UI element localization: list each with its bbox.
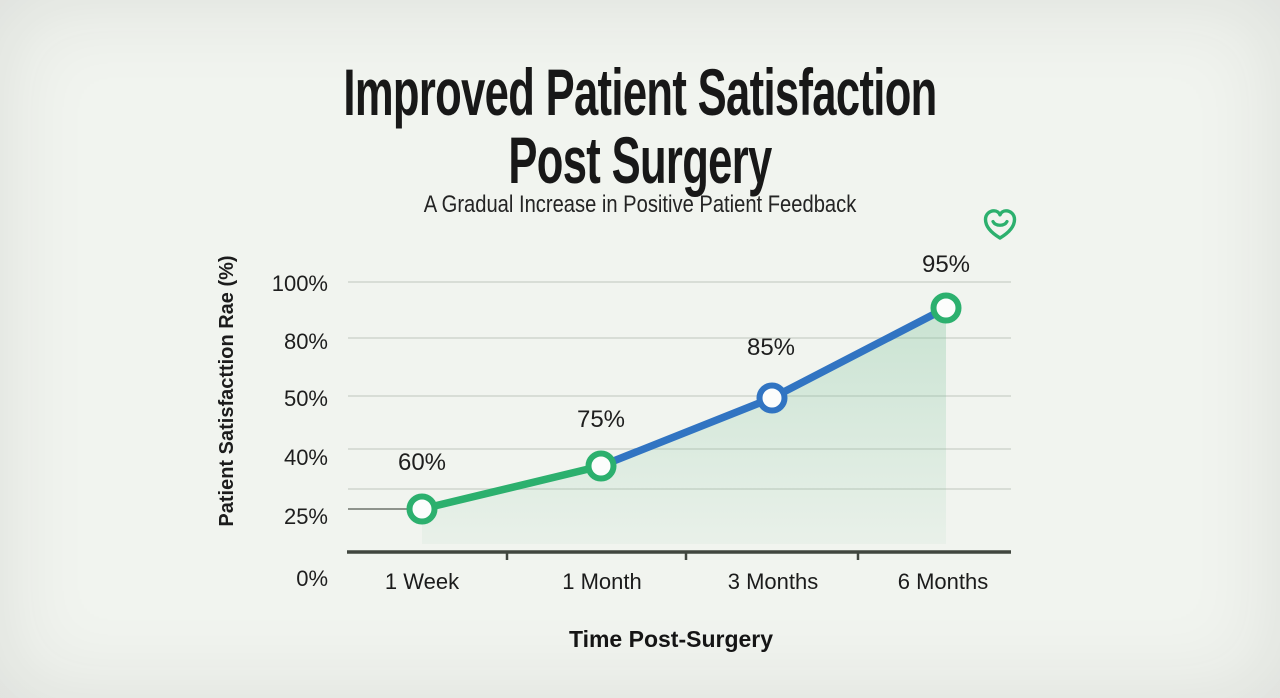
- data-points: [406, 292, 962, 525]
- x-tick-6-months: 6 Months: [897, 569, 989, 594]
- y-tick-25: 25%: [283, 504, 328, 529]
- x-axis: [347, 550, 1011, 560]
- smiling-heart-icon: [983, 209, 1017, 240]
- area-fill: [422, 308, 946, 544]
- line-chart-plot: [347, 281, 1011, 560]
- y-tick-40: 40%: [283, 445, 328, 470]
- data-point-1-month: [585, 450, 617, 482]
- data-label-85: 85%: [746, 334, 796, 361]
- x-tick-1-week: 1 Week: [384, 569, 460, 594]
- x-tick-1-month: 1 Month: [562, 569, 642, 594]
- data-point-1-week: [406, 493, 438, 525]
- data-label-95: 95%: [921, 251, 971, 278]
- x-axis-title: Time Post-Surgery: [568, 626, 774, 652]
- y-tick-100: 100%: [271, 271, 328, 296]
- data-label-75: 75%: [576, 406, 626, 433]
- y-axis-title: Patient Satisfacttion Rae (%): [216, 255, 238, 527]
- smile-curve: [991, 219, 1009, 227]
- data-point-3-months: [756, 382, 788, 414]
- page-title-line-1: Improved Patient Satisfaction: [343, 55, 937, 129]
- y-tick-50: 50%: [283, 386, 328, 411]
- page-subtitle: A Gradual Increase in Positive Patient F…: [423, 191, 857, 218]
- data-point-6-months: [930, 292, 962, 324]
- page-title-line-2: Post Surgery: [508, 123, 772, 197]
- x-tick-3-months: 3 Months: [727, 569, 819, 594]
- data-label-60: 60%: [397, 449, 447, 476]
- heart-outline: [983, 209, 1017, 240]
- y-tick-80: 80%: [283, 329, 328, 354]
- line-segment-green: [418, 462, 605, 513]
- y-tick-0: 0%: [296, 566, 328, 591]
